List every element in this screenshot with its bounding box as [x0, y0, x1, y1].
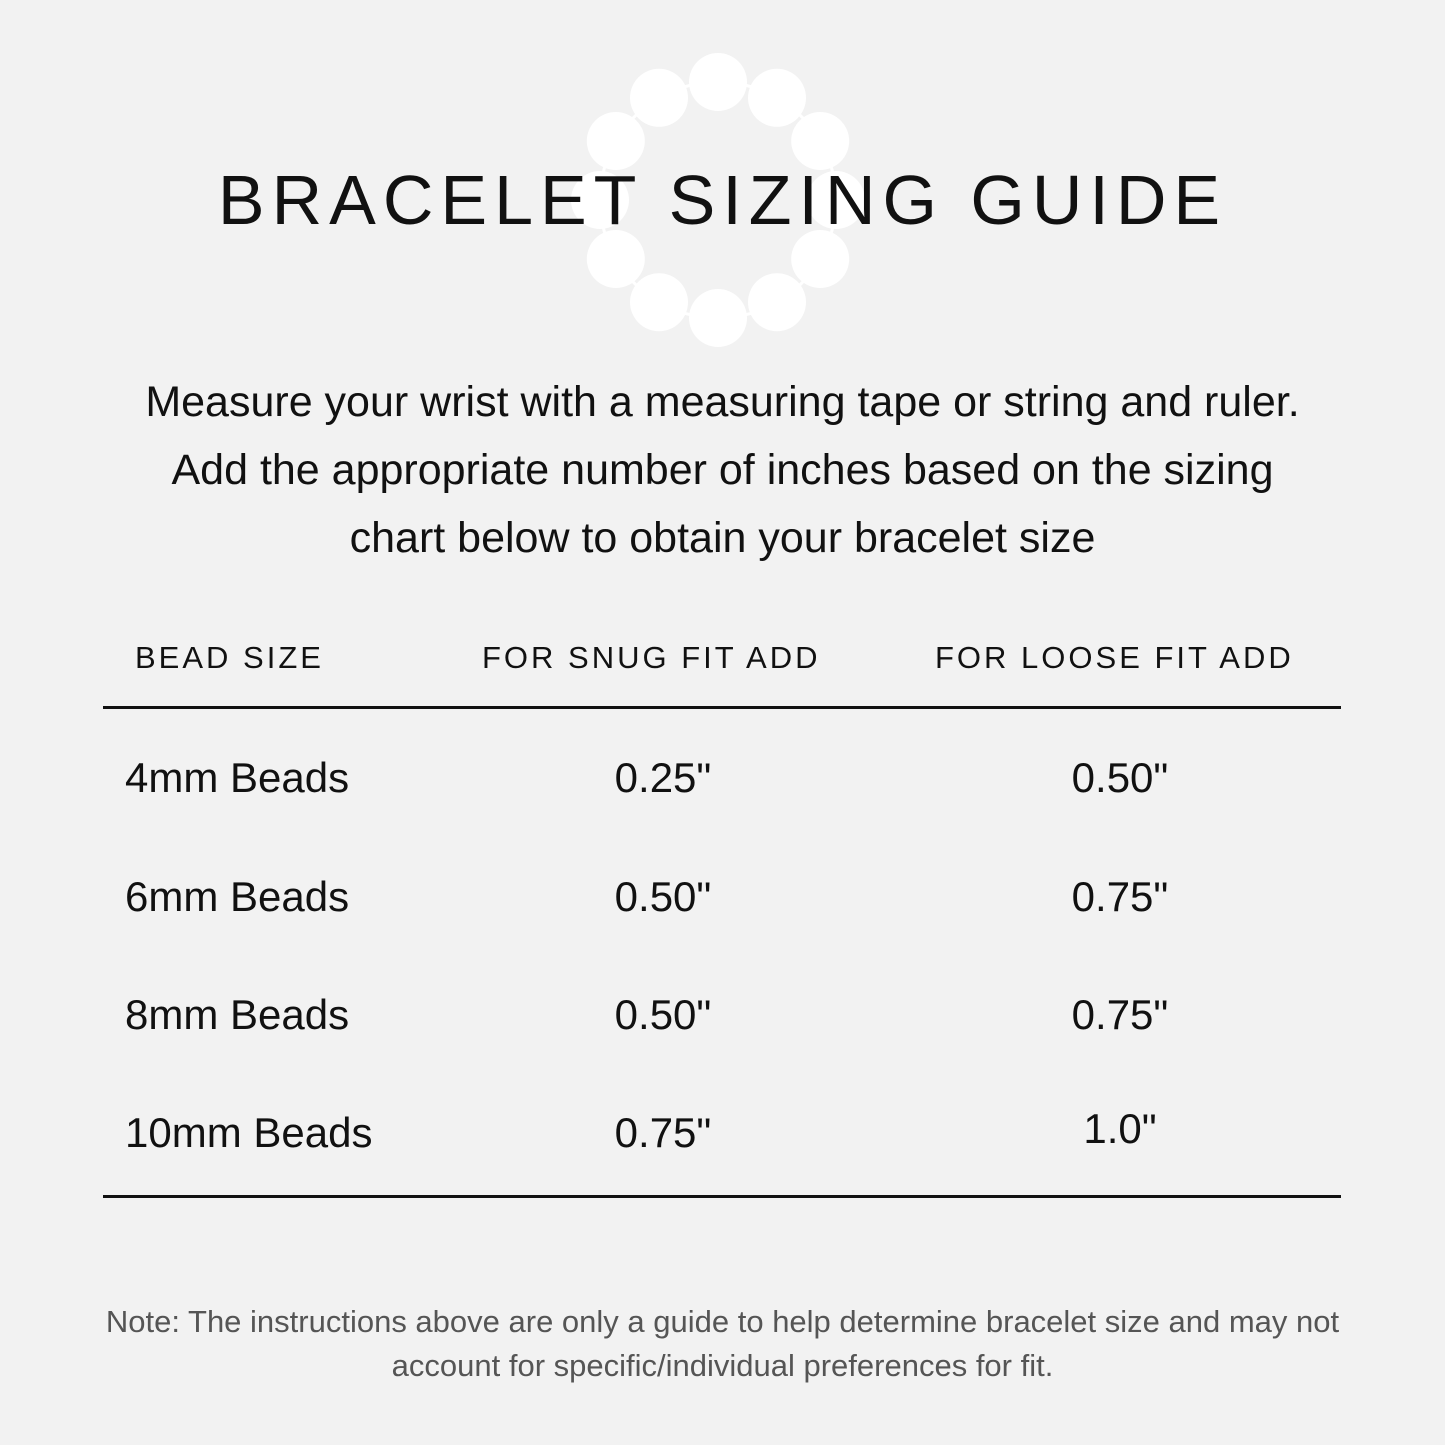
bead [791, 230, 850, 288]
loose-fit-cell: 1.0" [1083, 1105, 1157, 1152]
loose-fit-cell: 0.75" [1071, 991, 1169, 1038]
snug-fit-cell: 0.50" [614, 873, 712, 920]
bead [689, 289, 747, 347]
bead-size-cell: 8mm Beads [125, 991, 350, 1038]
bead [630, 68, 688, 127]
header-snug-fit: FOR SNUG FIT ADD [482, 640, 821, 675]
footnote: Note: The instructions above are only a … [105, 1304, 1340, 1383]
loose-fit-cell: 0.75" [1071, 873, 1169, 920]
bead [689, 53, 747, 111]
bead [586, 230, 645, 288]
intro-text: Measure your wrist with a measuring tape… [145, 378, 1300, 562]
snug-fit-cell: 0.50" [614, 991, 712, 1038]
header-bead-size: BEAD SIZE [135, 640, 324, 675]
bead [586, 112, 645, 170]
header-loose-fit: FOR LOOSE FIT ADD [935, 640, 1294, 675]
snug-fit-cell: 0.75" [614, 1109, 712, 1156]
bead-bracelet-icon [571, 53, 865, 347]
header-divider [103, 706, 1341, 709]
bead [791, 112, 850, 170]
bead-size-cell: 6mm Beads [125, 873, 350, 920]
snug-fit-cell: 0.25" [614, 754, 712, 801]
bead-size-cell: 10mm Beads [125, 1109, 373, 1156]
bead-size-cell: 4mm Beads [125, 754, 350, 801]
bead [807, 171, 865, 229]
bead [571, 171, 629, 229]
page-title: BRACELET SIZING GUIDE [217, 161, 1228, 239]
bead [748, 273, 806, 332]
bead [748, 68, 806, 127]
loose-fit-cell: 0.50" [1071, 754, 1169, 801]
bead [630, 273, 688, 332]
table-bottom-divider [103, 1195, 1341, 1198]
